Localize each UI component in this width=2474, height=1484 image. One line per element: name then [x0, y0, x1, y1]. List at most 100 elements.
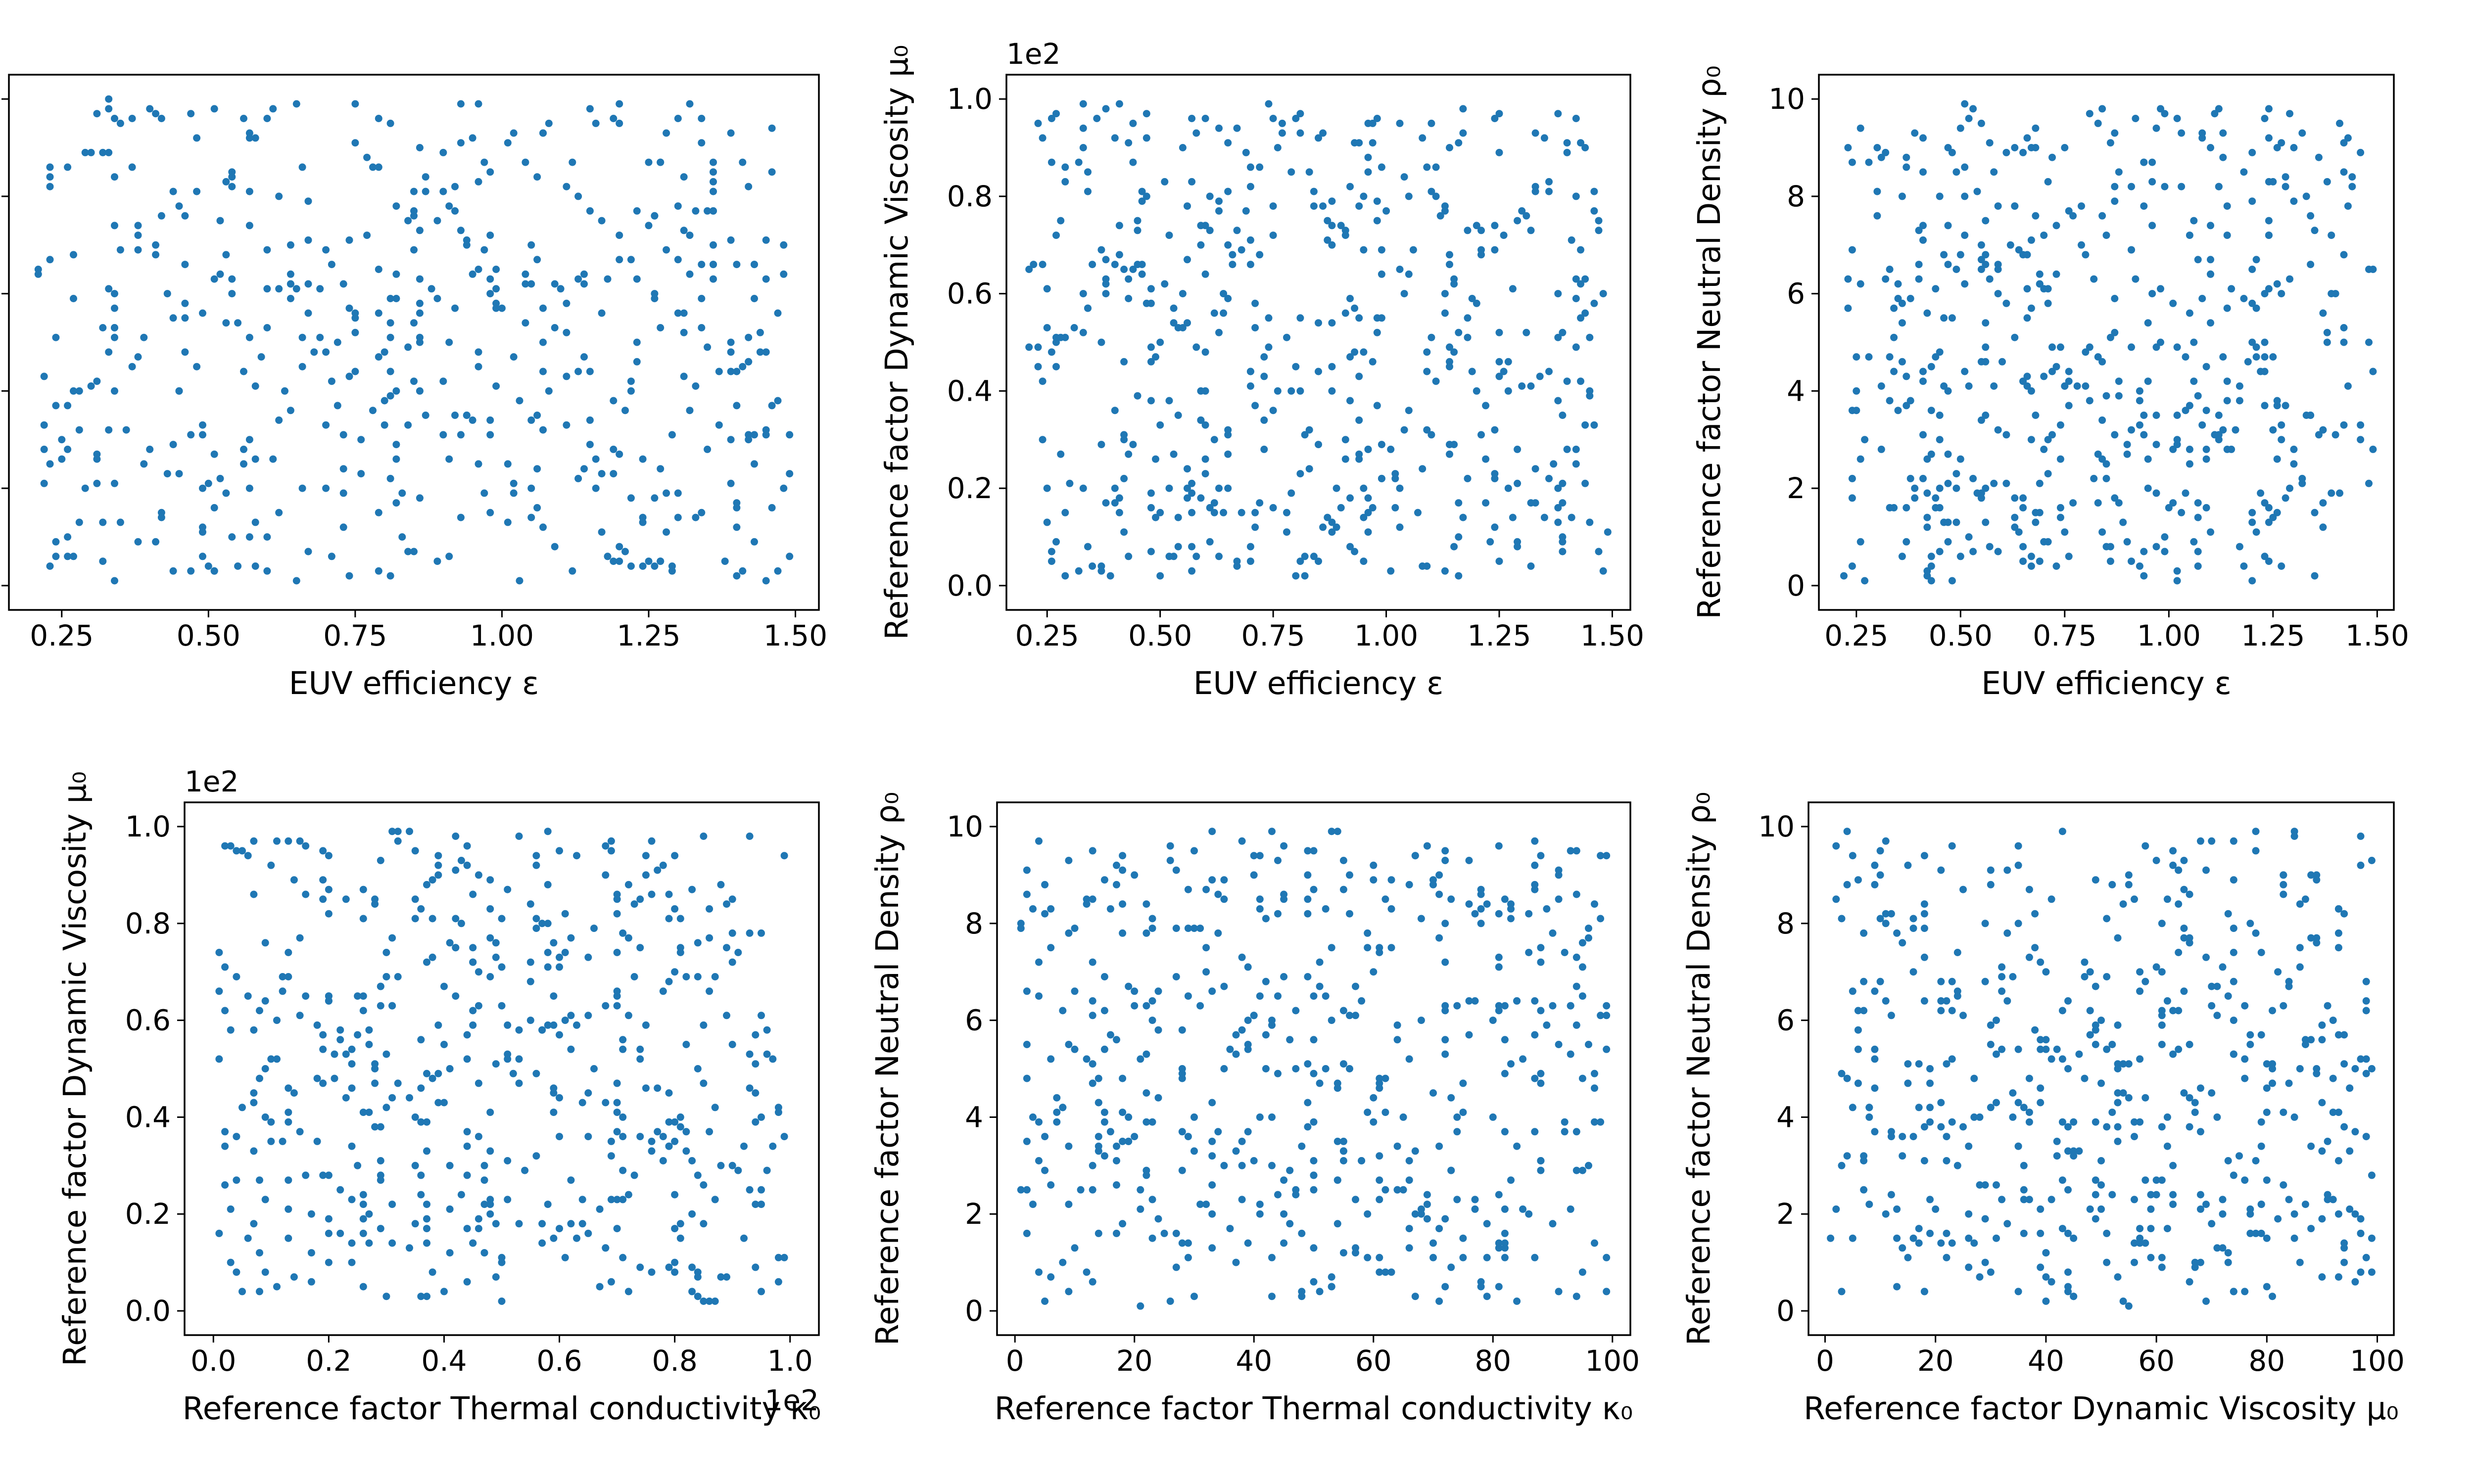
scatter-point [457, 513, 465, 521]
scatter-point [1832, 895, 1840, 903]
scatter-point [365, 1239, 373, 1247]
scatter-point [2064, 1186, 2072, 1194]
scatter-point [2027, 387, 2035, 395]
scatter-point [2263, 1084, 2271, 1092]
scatter-point [227, 1205, 235, 1213]
scatter-point [2158, 1123, 2166, 1131]
scatter-point [1328, 363, 1336, 371]
scatter-point [1441, 847, 1449, 855]
scatter-point [1154, 1026, 1162, 1034]
scatter-point [2213, 1113, 2221, 1121]
scatter-point [694, 1065, 702, 1072]
x-tick-label: 1.50 [763, 619, 827, 652]
scatter-point [410, 377, 418, 385]
scatter-point [1923, 455, 1931, 463]
scatter-point [2202, 866, 2210, 874]
scatter-point [2108, 1109, 2116, 1116]
scatter-point [686, 232, 694, 239]
scatter-point [475, 1002, 482, 1010]
scatter-point [87, 148, 95, 156]
scatter-point [365, 1041, 373, 1048]
scatter-point [2368, 857, 2376, 864]
scatter-point [256, 1074, 263, 1082]
scatter-point [1550, 460, 1558, 468]
scatter-point [1292, 572, 1300, 580]
scatter-point [1518, 382, 1526, 390]
scatter-point [244, 852, 252, 860]
scatter-point [2158, 1041, 2166, 1048]
scatter-point [215, 1229, 223, 1237]
scatter-point [1172, 866, 1180, 874]
scatter-point [410, 548, 418, 556]
scatter-point [544, 920, 552, 928]
scatter-point [1147, 397, 1155, 405]
scatter-point [1977, 241, 1985, 249]
scatter-point [1400, 426, 1408, 434]
scatter-point [251, 562, 259, 570]
scatter-point [93, 110, 101, 118]
scatter-point [281, 387, 288, 395]
scatter-point [2114, 1099, 2122, 1107]
scatter-point [1956, 251, 1964, 259]
scatter-point [1909, 915, 1917, 923]
scatter-point [1373, 314, 1381, 322]
scatter-point [1531, 861, 1539, 869]
scatter-point [1244, 1045, 1252, 1053]
scatter-point [480, 489, 488, 497]
scatter-point [704, 207, 712, 215]
scatter-point [2175, 1045, 2183, 1053]
scatter-point [1396, 266, 1404, 273]
scatter-point [2003, 929, 2011, 937]
scatter-point [2269, 1007, 2276, 1015]
scatter-point [2190, 338, 2198, 346]
scatter-point [250, 837, 258, 845]
scatter-point [1023, 866, 1031, 874]
scatter-point [1355, 314, 1363, 322]
scatter-point [1537, 1166, 1545, 1174]
scatter-point [2119, 1298, 2127, 1305]
scatter-point [2044, 299, 2052, 307]
scatter-point [1202, 1201, 1210, 1208]
scatter-point [1125, 982, 1133, 990]
scatter-point [423, 1225, 430, 1233]
scatter-point [1427, 119, 1435, 127]
scatter-point [1943, 1253, 1951, 1261]
scatter-point [2334, 1157, 2342, 1164]
scatter-point [2136, 397, 2143, 405]
scatter-point [745, 431, 753, 439]
scatter-point [1514, 445, 1522, 453]
scatter-point [780, 1133, 788, 1141]
scatter-point [411, 895, 419, 903]
scatter-point [1504, 387, 1512, 395]
scatter-point [2207, 256, 2214, 264]
scatter-point [498, 1002, 506, 1010]
scatter-point [463, 1055, 471, 1063]
scatter-point [328, 377, 335, 385]
scatter-point [1351, 139, 1359, 147]
scatter-point [758, 1186, 765, 1194]
scatter-point [2319, 309, 2327, 317]
scatter-point [1188, 479, 1196, 487]
scatter-point [1292, 115, 1300, 122]
scatter-point [1411, 1210, 1419, 1218]
scatter-point [439, 377, 447, 385]
scatter-point [567, 1012, 575, 1020]
scatter-point [2098, 455, 2106, 463]
scatter-point [1993, 1017, 2000, 1024]
scatter-point [1491, 523, 1499, 531]
scatter-point [1269, 115, 1277, 122]
scatter-point [457, 431, 465, 439]
scatter-point [1495, 358, 1503, 366]
x-tick-label: 80 [1475, 1344, 1511, 1378]
scatter-point [40, 372, 48, 380]
scatter-point [339, 489, 347, 497]
scatter-point [1134, 261, 1142, 269]
scatter-point [504, 1196, 512, 1204]
scatter-point [2340, 1244, 2348, 1252]
scatter-point [416, 494, 424, 502]
scatter-point [567, 1045, 575, 1053]
scatter-point [786, 470, 794, 478]
scatter-point [1944, 222, 1952, 230]
scatter-point [2163, 1225, 2171, 1233]
scatter-point [2136, 1225, 2144, 1233]
